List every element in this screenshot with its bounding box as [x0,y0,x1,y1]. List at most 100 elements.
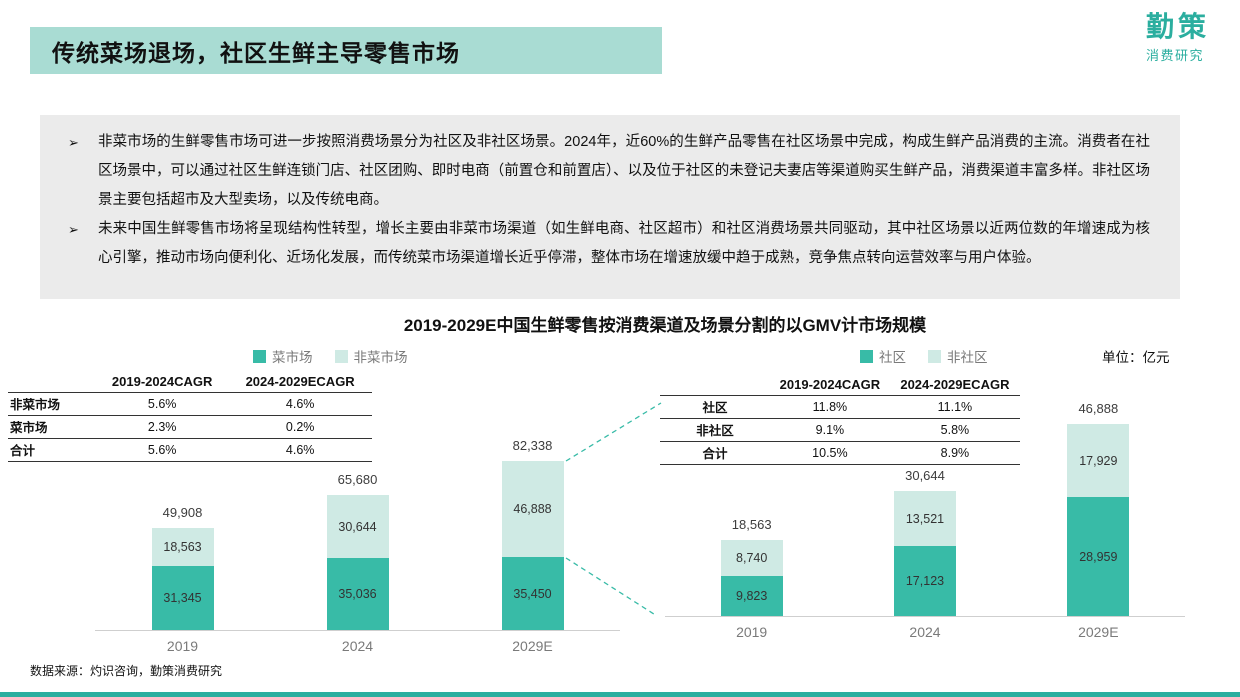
legend-swatch [928,349,941,363]
brand-logo: 勤策 消费研究 [1145,11,1210,64]
bar-segment: 13,521 [893,491,956,546]
bar-segment: 9,823 [720,576,783,616]
bullet-arrow-icon: ➢ [68,135,79,150]
cagr-row-label: 非社区 [696,424,734,438]
cagr-value: 10.5% [812,445,848,460]
cagr-row-label: 合计 [702,447,728,461]
bar-stack: 30,644 35,036 [326,495,389,630]
cagr-table-scene: 2019-2024CAGR 2024-2029ECAGR 社区 11.8% 11.1% 非… [660,375,1020,465]
legend-item: 社区 [860,346,906,366]
cagr-row: 社区 11.8% 11.1% [660,395,1020,419]
legend-swatch [860,349,873,363]
page-title: 传统菜场退场，社区生鲜主导零售市场 [52,39,460,66]
legend-label: 社区 [879,350,906,365]
legend-item: 非菜市场 [334,346,408,366]
source-note: 数据来源：灼识咨询，勤策消费研究 [30,664,223,678]
cagr-row-label: 菜市场 [10,421,48,435]
bar-segment: 17,929 [1067,424,1130,497]
x-axis-label: 2024 [909,624,941,640]
cagr-value: 4.6% [285,396,315,411]
cagr-value: 5.6% [147,442,177,457]
bar-total-label: 82,338 [512,438,553,453]
bar-total-label: 49,908 [162,505,203,520]
cagr-header-cell: 2024-2029ECAGR [245,374,355,389]
cagr-row: 非菜市场 5.6% 4.6% [8,392,372,416]
bar-column: 18,563 8,740 9,823 [665,517,838,616]
cagr-header-empty [8,372,96,393]
cagr-row: 非社区 9.1% 5.8% [660,418,1020,442]
brand-name: 勤策 [1145,11,1210,42]
bar-column: 30,644 13,521 17,123 [838,468,1011,616]
legend-swatch [334,349,348,363]
cagr-row-label: 合计 [10,444,36,458]
cagr-table-channel: 2019-2024CAGR 2024-2029ECAGR 非菜市场 5.6% 4.6% 菜… [8,372,372,462]
bar-segment: 35,450 [501,557,564,630]
legend-channel: 菜市场 非菜市场 [253,346,408,366]
x-axis-label: 2019 [736,624,768,640]
x-axis-label: 2019 [166,638,199,654]
unit-label: 单位：亿元 [1102,350,1170,365]
bar-segment: 8,740 [720,540,783,576]
brand-subtitle: 消费研究 [1145,47,1204,63]
x-axis-label: 2029E [512,638,553,654]
legend-label: 非菜市场 [353,350,408,365]
x-axis: 2019 2024 2029E [95,638,620,654]
bar-segment: 28,959 [1067,497,1130,616]
cagr-header-cell: 2019-2024CAGR [111,374,213,389]
x-axis: 2019 2024 2029E [665,624,1185,640]
bar-column: 82,338 46,888 35,450 [445,438,620,630]
bar-total-label: 30,644 [905,468,945,483]
cagr-value: 5.8% [940,422,970,437]
bar-stack: 18,563 31,345 [151,528,214,630]
bullet-text: 非菜市场的生鲜零售市场可进一步按照消费场景分为社区及非社区场景。2024年，近6… [98,134,1150,208]
legend-swatch [253,349,266,363]
chart-channel: 49,908 18,563 31,345 65,680 30,644 35,036 82,3… [95,404,620,654]
plot-area: 49,908 18,563 31,345 65,680 30,644 35,036 82,3… [95,404,620,631]
cagr-value: 11.1% [937,399,973,414]
bullet-arrow-icon: ➢ [68,222,79,237]
bar-stack: 46,888 35,450 [501,461,564,630]
summary-box: ➢ 非菜市场的生鲜零售市场可进一步按照消费场景分为社区及非社区场景。2024年，… [40,115,1180,299]
legend-scene: 社区 非社区 [860,346,988,366]
bar-segment: 18,563 [151,528,214,566]
bullet-item: ➢ 非菜市场的生鲜零售市场可进一步按照消费场景分为社区及非社区场景。2024年，… [68,128,1150,215]
bar-column: 46,888 17,929 28,959 [1012,401,1185,616]
cagr-value: 11.8% [812,399,848,414]
cagr-value: 8.9% [940,445,970,460]
bar-stack: 17,929 28,959 [1067,424,1130,616]
chart-scene: 18,563 8,740 9,823 30,644 13,521 17,123 46,888… [665,392,1185,640]
bar-total-label: 46,888 [1078,401,1119,416]
bar-segment: 46,888 [501,461,564,557]
bar-column: 49,908 18,563 31,345 [95,505,270,630]
page-title-banner: 传统菜场退场，社区生鲜主导零售市场 [30,27,662,74]
cagr-header-cell: 2024-2029ECAGR [900,377,1010,392]
cagr-value: 5.6% [147,396,177,411]
legend-label: 非社区 [947,350,988,365]
cagr-row: 合计 5.6% 4.6% [8,438,372,462]
x-axis-label: 2029E [1078,624,1119,640]
cagr-row: 菜市场 2.3% 0.2% [8,415,372,439]
legend-item: 非社区 [928,346,988,366]
bar-segment: 17,123 [893,546,956,616]
cagr-header-cell: 2019-2024CAGR [779,377,881,392]
cagr-header-row: 2019-2024CAGR 2024-2029ECAGR [8,372,372,393]
cagr-value: 9.1% [815,422,845,437]
cagr-row: 合计 10.5% 8.9% [660,441,1020,465]
bar-column: 65,680 30,644 35,036 [270,472,445,630]
bullet-text: 未来中国生鲜零售市场将呈现结构性转型，增长主要由非菜市场渠道（如生鲜电商、社区超… [98,221,1150,266]
legend-label: 菜市场 [272,350,313,365]
plot-area: 18,563 8,740 9,823 30,644 13,521 17,123 46,888… [665,392,1185,617]
bar-total-label: 18,563 [731,517,772,532]
cagr-header-row: 2019-2024CAGR 2024-2029ECAGR [660,375,1020,396]
cagr-value: 0.2% [285,419,315,434]
cagr-value: 2.3% [147,419,177,434]
cagr-value: 4.6% [285,442,315,457]
bar-stack: 8,740 9,823 [720,540,783,616]
bar-total-label: 65,680 [337,472,378,487]
bottom-accent-bar [0,692,1240,697]
cagr-table: 2019-2024CAGR 2024-2029ECAGR 非菜市场 5.6% 4.6% 菜… [8,372,372,462]
x-axis-label: 2024 [341,638,374,654]
legend-item: 菜市场 [253,346,313,366]
bar-segment: 35,036 [326,558,389,630]
